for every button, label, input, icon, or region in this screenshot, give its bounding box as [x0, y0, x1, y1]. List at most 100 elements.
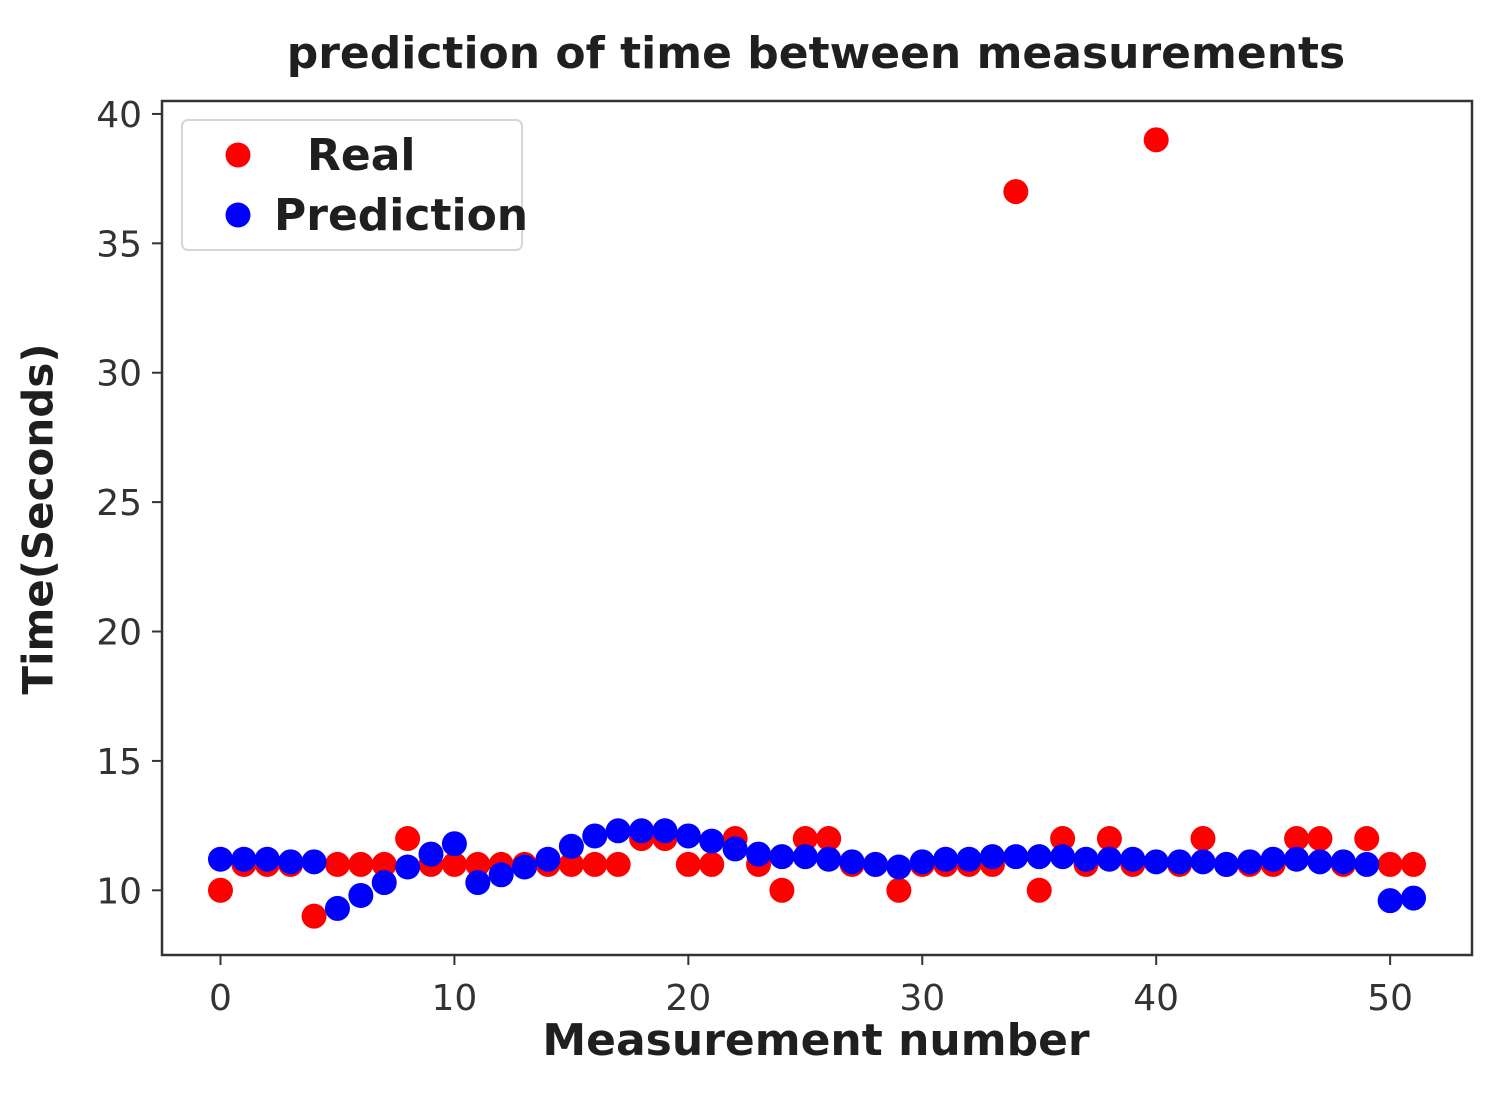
real-point: [1096, 826, 1122, 852]
axes: [160, 99, 1474, 957]
prediction-point: [1260, 846, 1286, 872]
prediction-point: [231, 846, 257, 872]
prediction-point: [324, 895, 350, 921]
real-point: [1401, 851, 1427, 877]
y-tick-label: 35: [96, 224, 142, 265]
prediction-point: [1377, 888, 1403, 914]
real-point: [207, 877, 233, 903]
y-tick-label: 40: [96, 95, 142, 136]
legend: Real Prediction: [181, 119, 528, 251]
real-point: [301, 903, 327, 929]
prediction-point: [1401, 885, 1427, 911]
prediction-point: [1026, 844, 1052, 870]
prediction-point: [956, 846, 982, 872]
prediction-point: [839, 849, 865, 875]
prediction-point: [1213, 851, 1239, 877]
real-point: [605, 851, 631, 877]
y-tick-label: 20: [96, 613, 142, 654]
y-tick-label: 25: [96, 483, 142, 524]
real-point: [465, 851, 491, 877]
prediction-point: [909, 849, 935, 875]
prediction-point: [1096, 846, 1122, 872]
real-point: [324, 851, 350, 877]
prediction-point: [1284, 846, 1310, 872]
x-tick-label: 50: [1367, 978, 1413, 1019]
prediction-point: [629, 818, 655, 844]
prediction-point: [301, 849, 327, 875]
prediction-point: [395, 854, 421, 880]
real-point: [395, 826, 421, 852]
real-point: [1143, 127, 1169, 153]
prediction-point: [582, 823, 608, 849]
prediction-point: [348, 882, 374, 908]
legend-label-prediction: Prediction: [274, 190, 528, 241]
x-axis-label: Measurement number: [542, 1015, 1090, 1066]
real-point: [1284, 826, 1310, 852]
real-point: [348, 851, 374, 877]
prediction-point: [1307, 849, 1333, 875]
prediction-point: [792, 844, 818, 870]
real-point: [1050, 826, 1076, 852]
prediction-point: [1143, 849, 1169, 875]
prediction-point: [1237, 849, 1263, 875]
prediction-point: [1073, 846, 1099, 872]
real-point: [769, 877, 795, 903]
real-point: [675, 851, 701, 877]
prediction-point: [746, 841, 772, 867]
prediction-point: [278, 849, 304, 875]
prediction-point: [1354, 851, 1380, 877]
prediction-point: [1120, 846, 1146, 872]
prediction-point: [207, 846, 233, 872]
prediction-point: [535, 846, 561, 872]
legend-label-real: Real: [307, 130, 416, 181]
real-point: [1003, 179, 1029, 205]
prediction-point: [886, 854, 912, 880]
prediction-point: [441, 831, 467, 857]
data-points: [207, 127, 1427, 929]
prediction-point: [512, 854, 538, 880]
real-point: [699, 851, 725, 877]
prediction-point: [465, 870, 491, 896]
y-tick-label: 15: [96, 742, 142, 783]
real-point: [558, 851, 584, 877]
real-point: [886, 877, 912, 903]
prediction-point: [1190, 849, 1216, 875]
prediction-point: [979, 844, 1005, 870]
chart-title: prediction of time between measurements: [286, 28, 1346, 79]
y-tick-label: 10: [96, 871, 142, 912]
y-tick-label: 30: [96, 354, 142, 395]
x-tick-label: 30: [899, 978, 945, 1019]
real-point: [1190, 826, 1216, 852]
prediction-point: [933, 846, 959, 872]
prediction-point: [699, 828, 725, 854]
prediction-point: [652, 818, 678, 844]
prediction-point: [1003, 844, 1029, 870]
prediction-point: [254, 846, 280, 872]
real-point: [1377, 851, 1403, 877]
prediction-point: [1167, 849, 1193, 875]
real-point: [816, 826, 842, 852]
x-tick-label: 20: [665, 978, 711, 1019]
prediction-point: [722, 836, 748, 862]
x-tick-label: 10: [432, 978, 478, 1019]
prediction-point: [816, 846, 842, 872]
legend-marker-prediction: [225, 202, 251, 228]
prediction-point: [1050, 844, 1076, 870]
plot-frame: [160, 99, 1474, 957]
real-point: [792, 826, 818, 852]
legend-marker-real: [225, 142, 251, 168]
real-point: [582, 851, 608, 877]
prediction-point: [1330, 849, 1356, 875]
prediction-point: [769, 844, 795, 870]
real-point: [371, 851, 397, 877]
legend-box: [181, 119, 523, 251]
x-tick-label: 0: [209, 978, 232, 1019]
prediction-point: [418, 841, 444, 867]
real-point: [1026, 877, 1052, 903]
prediction-point: [675, 823, 701, 849]
prediction-point: [371, 870, 397, 896]
prediction-point: [862, 851, 888, 877]
real-point: [1354, 826, 1380, 852]
